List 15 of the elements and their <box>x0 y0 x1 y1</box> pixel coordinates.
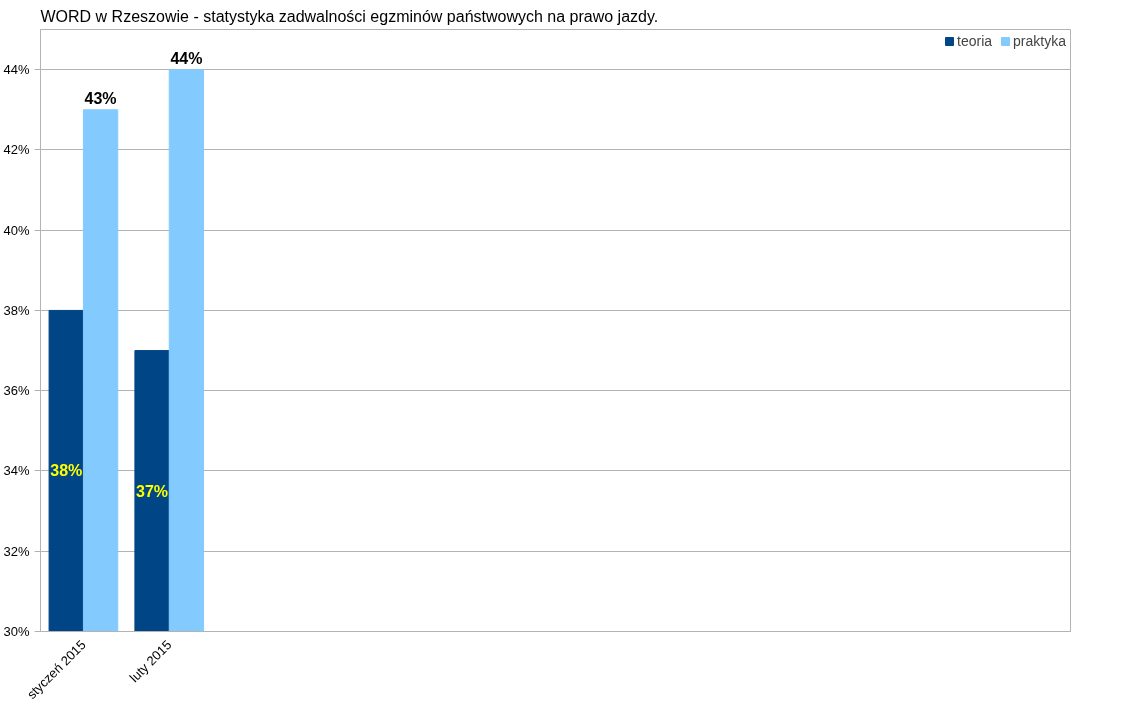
data-label: 38% <box>50 462 83 480</box>
y-tick-label: 32% <box>3 543 30 559</box>
data-label: 43% <box>84 89 117 107</box>
y-tick-label: 42% <box>3 142 30 158</box>
y-tick-label: 44% <box>3 62 30 78</box>
y-tick-label: 38% <box>3 302 30 318</box>
y-tick-label: 36% <box>3 383 30 399</box>
legend-label: teoria <box>957 33 993 49</box>
data-label: 44% <box>170 49 203 67</box>
y-tick-label: 40% <box>3 222 30 238</box>
y-tick-label: 30% <box>3 624 30 639</box>
legend-label: praktyka <box>1013 33 1066 49</box>
y-tick-label: 34% <box>3 463 30 479</box>
data-label: 37% <box>136 482 169 500</box>
chart-title: WORD w Rzeszowie - statystyka zadwalności egzminów państwowych na prawo jazdy. <box>40 7 659 25</box>
